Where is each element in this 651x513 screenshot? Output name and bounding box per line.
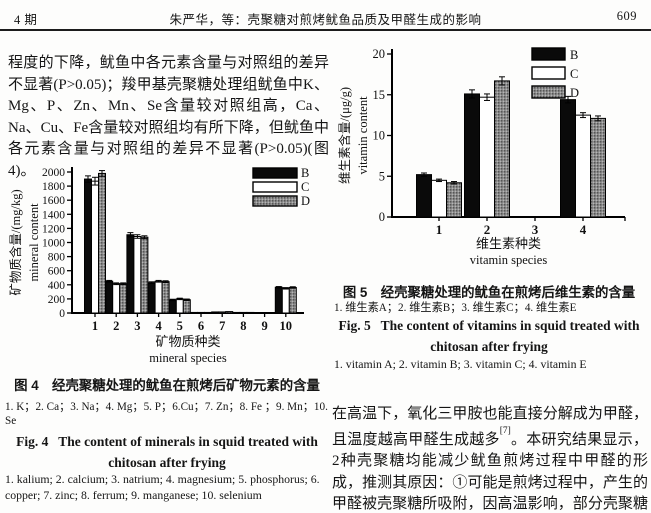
fig5-axis-titles: 维生素种类 vitamin species 维生素含量/(μg/g) vitamin …: [337, 87, 547, 267]
fig5-caption-en-line1: Fig. 5 The content of vitamins in squid …: [338, 318, 640, 333]
svg-text:1800: 1800: [42, 181, 65, 193]
svg-text:2000: 2000: [42, 167, 65, 179]
svg-text:15: 15: [373, 88, 386, 102]
fig4-bars: [84, 170, 297, 314]
svg-text:0: 0: [379, 210, 385, 224]
header-issue: 4 期: [14, 13, 38, 27]
svg-text:D: D: [301, 194, 310, 208]
svg-text:2: 2: [484, 222, 491, 237]
svg-text:B: B: [570, 48, 578, 62]
fig5-caption-zh: 图 5 经壳聚糖处理的鱿鱼在煎烤后维生素的含量: [342, 285, 636, 300]
right-column-paragraph: 在高温下，氧化三甲胺也能直接分解成为甲醛，且温度越高甲醛生成越多[7]。本研究结…: [332, 404, 648, 513]
fig5-bars: [416, 76, 606, 218]
svg-text:矿物质种类: 矿物质种类: [155, 334, 220, 349]
svg-text:4: 4: [580, 222, 587, 237]
svg-text:3: 3: [134, 319, 140, 333]
svg-text:600: 600: [48, 266, 66, 278]
svg-text:mineral content: mineral content: [27, 203, 41, 282]
svg-text:C: C: [301, 180, 309, 194]
left-column-paragraph: 程度的下降，鱿鱼中各元素含量与对照组的差异不显著(P>0.05)；羧甲基壳聚糖处…: [8, 55, 329, 179]
fig5-caption-en-line2: chitosan after frying: [430, 339, 548, 354]
right-paragraph-pre: 在高温下，氧化三甲胺也能直接分解成为甲醛，且温度越高甲醛生成越多: [332, 406, 648, 448]
svg-text:5: 5: [177, 319, 183, 333]
header-divider: [0, 29, 651, 31]
svg-text:200: 200: [48, 294, 66, 306]
svg-text:2: 2: [113, 319, 119, 333]
svg-text:3: 3: [532, 222, 539, 237]
fig4-caption-zh: 图 4 经壳聚糖处理的鱿鱼在煎烤后矿物元素的含量: [14, 378, 320, 393]
svg-text:1600: 1600: [42, 195, 65, 207]
svg-text:vitamin species: vitamin species: [470, 253, 548, 267]
svg-text:vitamin content: vitamin content: [356, 96, 370, 175]
svg-text:维生素种类: 维生素种类: [476, 236, 541, 251]
fig4-items-zh: 1. K；2. Ca；3. Na；4. Mg；5. P；6.Cu；7. Zn；8…: [5, 401, 328, 427]
svg-text:5: 5: [379, 169, 385, 183]
svg-text:维生素含量/(μg/g): 维生素含量/(μg/g): [337, 87, 352, 184]
svg-text:1400: 1400: [42, 209, 65, 221]
fig4-minerals-bar-chart: 0 200 400 600 800 1000 1200 1400 1600 1800 2000 1 2 3…: [8, 166, 310, 365]
header-page-number: 609: [616, 9, 637, 23]
svg-text:1200: 1200: [42, 223, 65, 235]
right-paragraph-post: 。本研究结果显示，2种壳聚糖均能减少鱿鱼煎烤过程中甲醛的形成，推测其原因：①可能…: [332, 431, 648, 513]
svg-text:1: 1: [92, 319, 98, 333]
svg-text:9: 9: [261, 319, 267, 333]
svg-text:800: 800: [48, 252, 66, 264]
fig5-vitamins-bar-chart: 0 5 10 15 20 1 2 3 4 维生素种类 vitamin species 维生素含量/(μ…: [337, 47, 626, 267]
fig5-items-zh: 1. 维生素A；2. 维生素B；3. 维生素C；4. 维生素E: [334, 302, 577, 314]
svg-text:C: C: [570, 67, 578, 81]
citation-ref-7: [7]: [499, 426, 511, 437]
svg-text:0: 0: [59, 308, 65, 320]
fig4-legend: BCD: [252, 166, 310, 208]
fig5-legend: BCD: [531, 47, 579, 100]
fig4-axis-titles: 矿物质种类 mineral species 矿物质含量/(mg/kg) mineral…: [8, 189, 227, 365]
svg-text:mineral species: mineral species: [149, 351, 227, 365]
svg-text:D: D: [570, 86, 579, 100]
fig5-items-en: 1. vitamin A; 2. vitamin B; 3. vitamin C…: [334, 357, 587, 371]
svg-text:1: 1: [436, 222, 443, 237]
svg-text:10: 10: [373, 129, 386, 143]
fig4-caption-en-line2: chitosan after frying: [108, 455, 226, 470]
svg-text:B: B: [301, 166, 309, 180]
svg-text:8: 8: [240, 319, 246, 333]
svg-text:20: 20: [373, 47, 386, 61]
svg-text:6: 6: [198, 319, 204, 333]
svg-text:矿物质含量/(mg/kg): 矿物质含量/(mg/kg): [8, 189, 23, 295]
fig4-caption-en-line1: Fig. 4 The content of minerals in squid …: [16, 434, 318, 449]
header-running-title: 朱严华，等：壳聚糖对煎烤鱿鱼品质及甲醛生成的影响: [169, 13, 482, 27]
svg-text:400: 400: [48, 280, 66, 292]
svg-text:10: 10: [280, 319, 293, 333]
svg-text:4: 4: [155, 319, 162, 333]
fig4-items-en: 1. kalium; 2. calcium; 3. natrium; 4. ma…: [5, 472, 320, 502]
svg-text:7: 7: [219, 319, 225, 333]
svg-text:1000: 1000: [42, 238, 65, 250]
